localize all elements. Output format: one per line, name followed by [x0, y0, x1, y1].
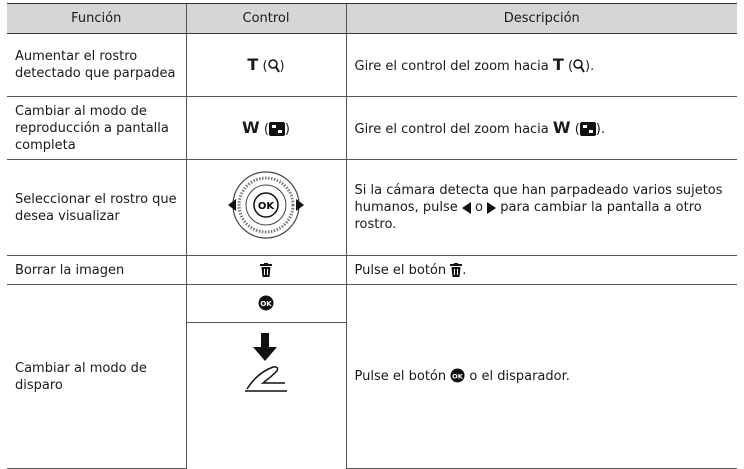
icon-part: OK: [452, 372, 464, 380]
icon-part: [246, 366, 285, 390]
description-cell: Pulse el botón .: [345, 255, 737, 285]
thumbnail-icon: [268, 121, 285, 136]
zoom-icon: [573, 58, 585, 73]
control-cell: [185, 255, 346, 285]
paren: (: [574, 121, 580, 137]
header-cell: Función: [7, 3, 186, 34]
key: T: [247, 54, 259, 74]
key: W: [552, 117, 571, 137]
function-cell: Seleccionar el rostro que desea visualiz…: [7, 159, 186, 256]
text: Pulse el botón: [354, 369, 447, 384]
icon-part: [582, 124, 587, 128]
right-arrow-icon: [487, 202, 497, 214]
icon-part: [271, 124, 276, 128]
text: Gire el control del zoom hacia: [354, 121, 549, 137]
zoom-icon: [267, 58, 280, 73]
icon-part: [450, 368, 465, 383]
text: Si la cámara detecta que han parpadeado …: [354, 183, 723, 215]
function-cell: Cambiar al modo de reproducción a pantal…: [7, 96, 186, 160]
description-cell: Gire el control del zoom hacia T ().: [345, 33, 737, 97]
control-cell: OK: [185, 284, 346, 323]
icon-part: [245, 184, 287, 226]
icon-part: [451, 266, 461, 277]
icon-part: [579, 121, 596, 136]
icon-part: [573, 58, 583, 69]
text: .: [462, 262, 467, 278]
text: o el disparador.: [469, 369, 570, 384]
icon-part: [461, 202, 471, 214]
left-arrow-icon: [461, 202, 471, 214]
header-cell: Control: [185, 3, 346, 34]
icon-part: [261, 333, 269, 347]
icon-part: OK: [258, 201, 276, 212]
text: o: [475, 200, 483, 215]
paren: (: [262, 58, 268, 74]
icon-part: [253, 347, 277, 361]
header-cell: Descripción: [345, 3, 737, 34]
row: Aumentar el rostro detectado que parpade…: [7, 33, 737, 97]
trash-icon: [260, 262, 272, 277]
icon-part: [588, 129, 593, 133]
text: para cambiar la pantalla a otro rostro.: [354, 200, 702, 232]
ok-icon: OK: [258, 295, 274, 310]
icon-part: [261, 266, 271, 277]
multi-selector-icon: OK: [228, 171, 304, 239]
shutter-icon: [245, 333, 287, 392]
paren: ): [284, 121, 290, 137]
icon-part: [228, 199, 236, 211]
icon-part: [487, 202, 497, 214]
header-row: Función Control Descripción: [7, 3, 737, 34]
icon-part: [454, 262, 459, 265]
icon-part: Función Control Descripción Aumentar el …: [7, 3, 737, 469]
icon-part: [258, 295, 274, 310]
icon-part: [268, 121, 285, 136]
paren: (: [567, 58, 574, 74]
icon-part: OK: [260, 300, 272, 308]
icon-part: [253, 192, 279, 218]
row: Cambiar al modo de reproducción a pantal…: [7, 96, 737, 160]
thumbnail-icon: [579, 121, 596, 136]
text: Gire el control del zoom hacia: [354, 58, 549, 74]
control-cell: OK: [185, 159, 346, 256]
icon-part: [264, 262, 268, 265]
icon-part: [274, 65, 280, 73]
row: Seleccionar el rostro que desea visualiz…: [7, 159, 737, 256]
paren: ).: [585, 58, 595, 74]
row: Cambiar al modo de disparo OK Pulse el b…: [7, 284, 737, 469]
text: Pulse el botón: [354, 262, 447, 278]
control-cell: T (): [185, 33, 346, 97]
key: T: [552, 54, 564, 74]
function-cell: Aumentar el rostro detectado que parpade…: [7, 33, 186, 97]
description-cell: Si la cámara detecta que han parpadeado …: [345, 159, 737, 256]
icon-part: [267, 58, 278, 69]
control-cell: W (): [185, 96, 346, 160]
ok-icon: OK: [450, 368, 465, 383]
trash-icon: [450, 262, 463, 277]
icon-part: [277, 129, 282, 133]
row: [7, 322, 737, 469]
icon-part: [296, 199, 304, 211]
function-cell: Cambiar al modo de disparo: [7, 284, 186, 469]
description-cell: Gire el control del zoom hacia W ().: [345, 96, 737, 160]
icon-part: [580, 65, 585, 73]
icon-part: [237, 176, 295, 234]
paren: ).: [595, 121, 605, 137]
function-table: Función Control Descripción Aumentar el …: [7, 3, 737, 469]
paren: ): [279, 58, 285, 74]
key: W: [242, 117, 260, 137]
row: Borrar la imagen Pulse el botón .: [7, 255, 737, 285]
description-cell: Pulse el botón OK o el disparador.: [345, 284, 737, 469]
function-cell: Borrar la imagen: [7, 255, 186, 285]
paren: (: [263, 121, 269, 137]
control-cell: [185, 322, 346, 469]
